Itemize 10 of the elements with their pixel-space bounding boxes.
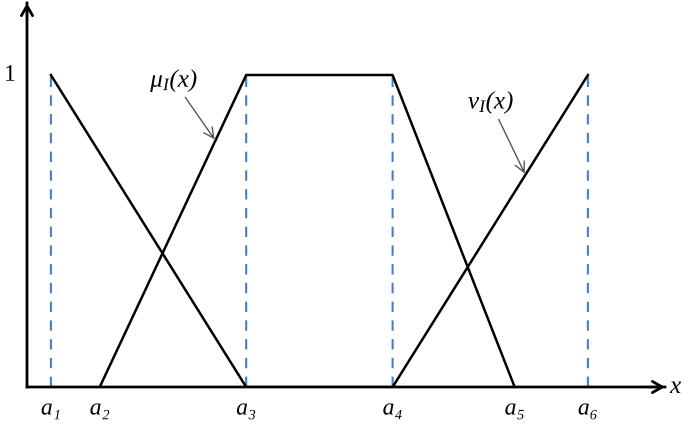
- x-tick-label: a₄: [383, 403, 402, 420]
- x-tick-label: a₆: [578, 403, 597, 420]
- series-label: ν$_{I}$(x): [468, 91, 513, 114]
- x-tick-label: a₁: [42, 403, 60, 420]
- x-axis-title: x: [670, 382, 682, 394]
- x-tick-label: a₃: [236, 403, 256, 420]
- x-tick-label: a₅: [505, 403, 524, 420]
- series-label: μ$_{I}$(x): [150, 69, 196, 92]
- x-tick-label: a₂: [90, 403, 110, 420]
- text: 1: [6, 65, 14, 81]
